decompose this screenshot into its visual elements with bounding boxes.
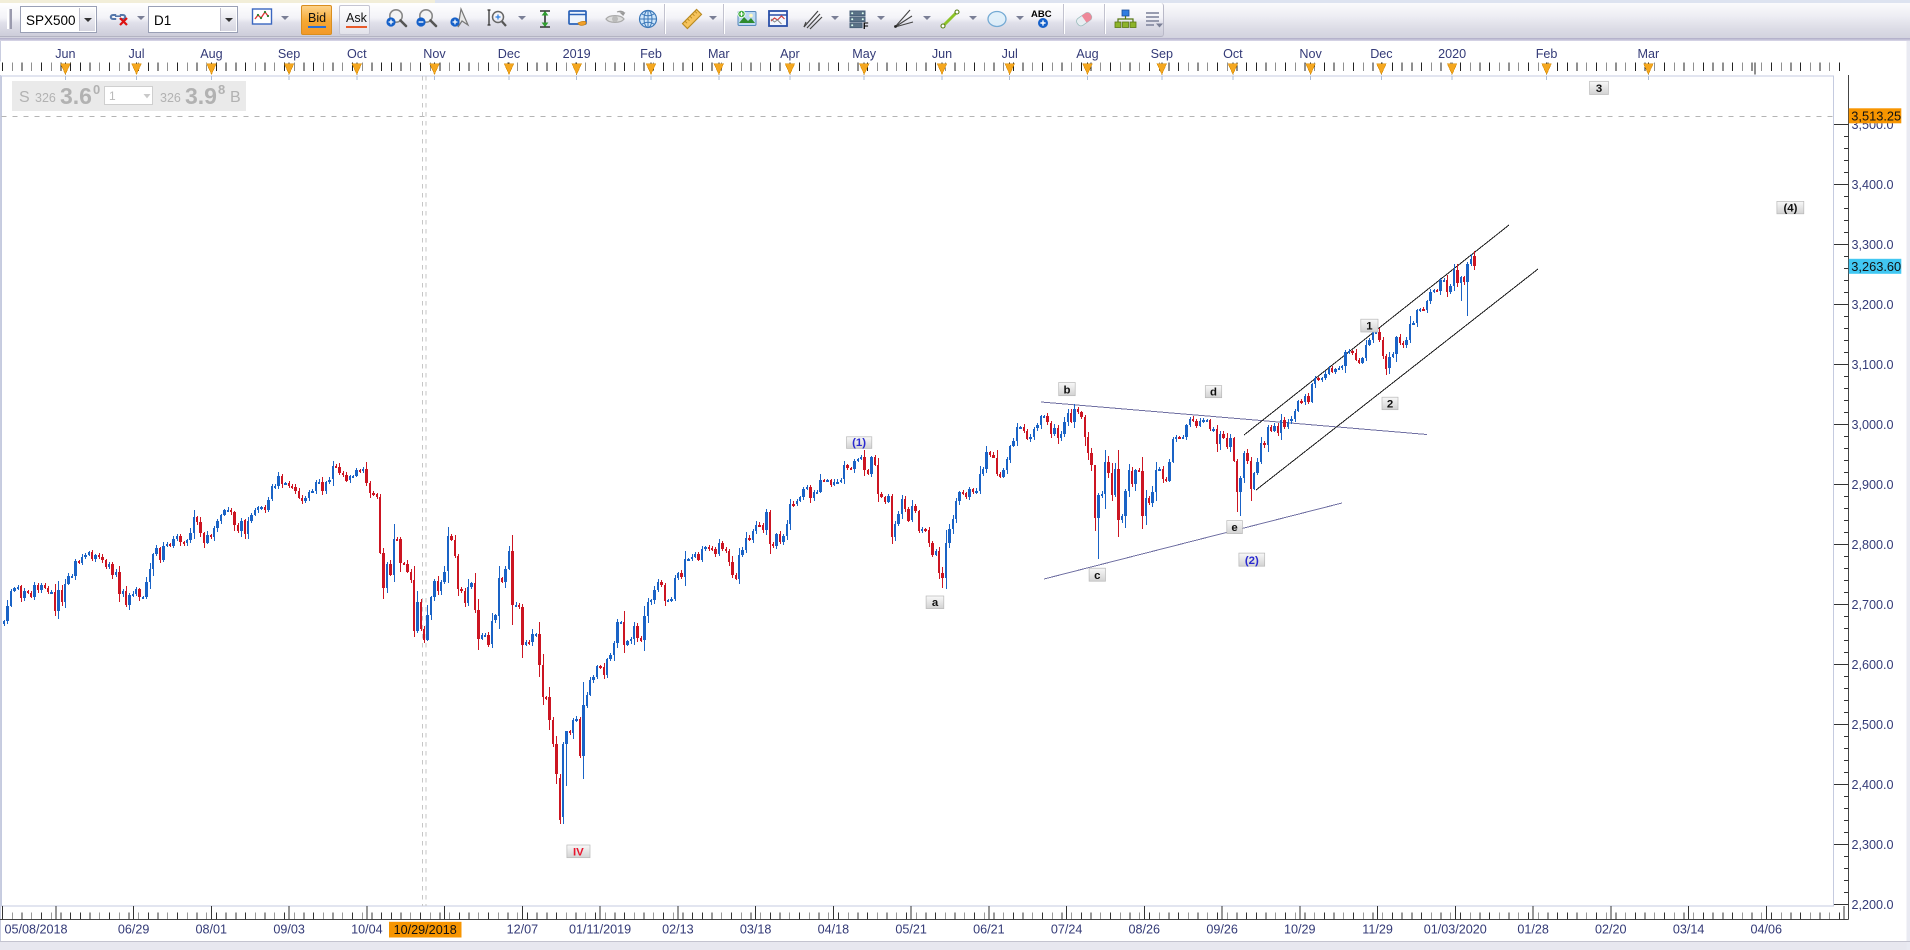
svg-text:2019: 2019 — [563, 47, 591, 61]
svg-text:04/06: 04/06 — [1751, 923, 1783, 937]
svg-text:0: 0 — [93, 82, 100, 97]
svg-text:06/29: 06/29 — [118, 923, 150, 937]
svg-text:Sep: Sep — [1151, 47, 1173, 61]
svg-text:May: May — [852, 47, 876, 61]
svg-text:06/21: 06/21 — [973, 923, 1005, 937]
svg-text:02/20: 02/20 — [1595, 923, 1627, 937]
svg-text:2,300.0: 2,300.0 — [1852, 838, 1894, 852]
svg-text:Oct: Oct — [1223, 47, 1243, 61]
svg-text:326: 326 — [35, 91, 56, 105]
svg-text:3,000.0: 3,000.0 — [1852, 418, 1894, 432]
svg-text:Feb: Feb — [640, 47, 662, 61]
svg-text:04/18: 04/18 — [818, 923, 850, 937]
svg-text:Oct: Oct — [347, 47, 367, 61]
svg-text:01/11/2019: 01/11/2019 — [569, 923, 631, 937]
svg-text:Aug: Aug — [1076, 47, 1098, 61]
svg-text:2: 2 — [1387, 398, 1393, 410]
svg-text:2,400.0: 2,400.0 — [1852, 778, 1894, 792]
svg-text:1: 1 — [1366, 321, 1373, 333]
svg-text:F: F — [863, 21, 869, 31]
svg-text:(4): (4) — [1783, 202, 1797, 214]
svg-text:09/03: 09/03 — [273, 923, 305, 937]
svg-text:c: c — [1094, 570, 1100, 582]
svg-text:3,300.0: 3,300.0 — [1852, 238, 1894, 252]
svg-text:3.6: 3.6 — [60, 83, 92, 109]
svg-text:d: d — [1210, 386, 1217, 398]
svg-text:2,600.0: 2,600.0 — [1852, 658, 1894, 672]
svg-text:Aug: Aug — [200, 47, 222, 61]
svg-text:Jun: Jun — [55, 47, 75, 61]
svg-text:S: S — [19, 89, 30, 106]
svg-text:8: 8 — [218, 82, 225, 97]
svg-text:10/29/2018: 10/29/2018 — [394, 923, 457, 937]
svg-text:3,400.0: 3,400.0 — [1852, 178, 1894, 192]
svg-text:Jul: Jul — [128, 47, 144, 61]
svg-text:11/29: 11/29 — [1362, 923, 1393, 937]
svg-text:(1): (1) — [852, 437, 866, 449]
svg-text:03/18: 03/18 — [740, 923, 772, 937]
svg-text:2,500.0: 2,500.0 — [1852, 718, 1894, 732]
svg-text:12/07: 12/07 — [507, 923, 539, 937]
svg-text:07/24: 07/24 — [1051, 923, 1083, 937]
svg-text:10/29: 10/29 — [1284, 923, 1316, 937]
svg-text:05/08/2018: 05/08/2018 — [4, 923, 67, 937]
svg-text:(2): (2) — [1245, 555, 1259, 567]
svg-text:Nov: Nov — [1299, 47, 1322, 61]
svg-text:3,200.0: 3,200.0 — [1852, 298, 1894, 312]
svg-text:2020: 2020 — [1438, 47, 1466, 61]
svg-text:Sep: Sep — [278, 47, 300, 61]
svg-text:3,263.60: 3,263.60 — [1851, 259, 1901, 274]
svg-text:Mar: Mar — [1638, 47, 1660, 61]
svg-text:08/26: 08/26 — [1129, 923, 1161, 937]
svg-text:3.9: 3.9 — [185, 83, 217, 109]
svg-text:02/13: 02/13 — [662, 923, 694, 937]
svg-text:3,100.0: 3,100.0 — [1852, 358, 1894, 372]
svg-text:2,700.0: 2,700.0 — [1852, 598, 1894, 612]
svg-text:a: a — [932, 597, 939, 609]
svg-text:Jun: Jun — [932, 47, 952, 61]
svg-text:09/26: 09/26 — [1206, 923, 1238, 937]
svg-text:3,513.25: 3,513.25 — [1851, 108, 1901, 123]
svg-text:2,200.0: 2,200.0 — [1852, 898, 1894, 912]
svg-text:Dec: Dec — [1370, 47, 1392, 61]
svg-text:Dec: Dec — [498, 47, 520, 61]
svg-text:3: 3 — [1596, 83, 1602, 95]
svg-text:03/14: 03/14 — [1673, 923, 1705, 937]
svg-text:10/04: 10/04 — [351, 923, 383, 937]
svg-text:05/21: 05/21 — [895, 923, 927, 937]
svg-text:01/28: 01/28 — [1517, 923, 1549, 937]
svg-text:e: e — [1231, 522, 1237, 534]
svg-text:2,800.0: 2,800.0 — [1852, 538, 1894, 552]
svg-text:b: b — [1064, 384, 1071, 396]
svg-text:08/01: 08/01 — [196, 923, 228, 937]
svg-text:Jul: Jul — [1002, 47, 1018, 61]
svg-text:2,900.0: 2,900.0 — [1852, 478, 1894, 492]
svg-text:ABC: ABC — [1031, 9, 1052, 20]
svg-text:1: 1 — [109, 89, 116, 103]
svg-text:Mar: Mar — [708, 47, 730, 61]
svg-text:B: B — [230, 89, 241, 106]
svg-text:326: 326 — [160, 91, 181, 105]
svg-text:01/03/2020: 01/03/2020 — [1424, 923, 1487, 937]
svg-text:Apr: Apr — [780, 47, 800, 61]
svg-text:Nov: Nov — [423, 47, 446, 61]
svg-text:IV: IV — [573, 846, 584, 858]
svg-text:Feb: Feb — [1536, 47, 1558, 61]
